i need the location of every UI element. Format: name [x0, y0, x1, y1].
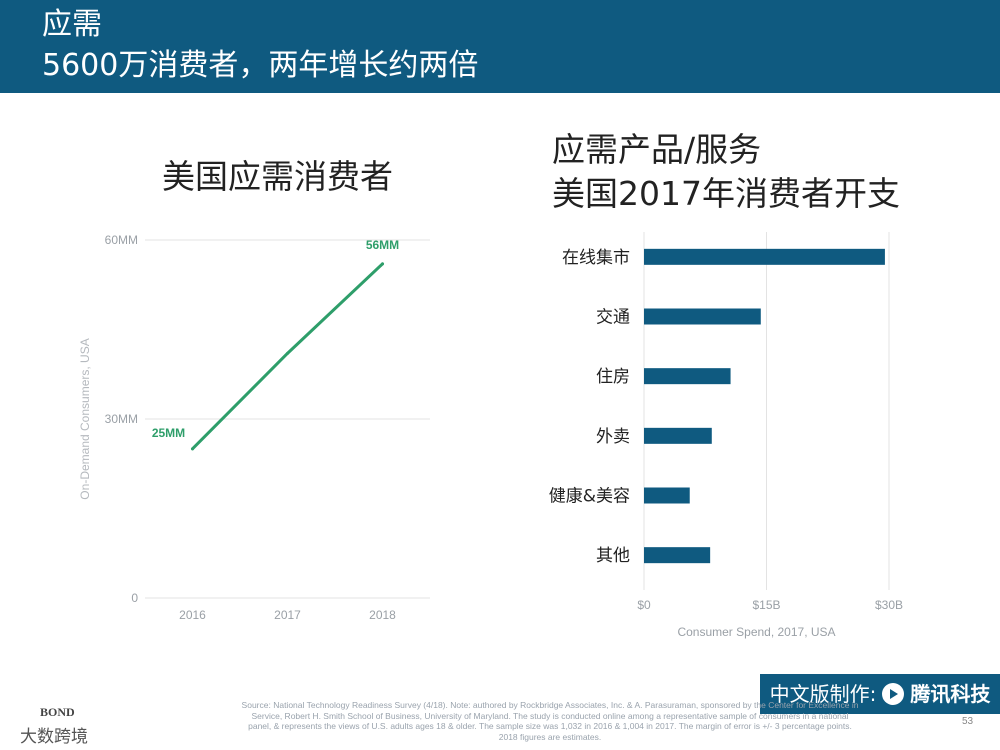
- bar: [644, 427, 712, 444]
- right-chart-title-line1: 应需产品/服务: [552, 130, 762, 169]
- credit-bar: 中文版制作: 腾讯科技: [760, 674, 1000, 714]
- bar: [644, 547, 711, 564]
- corner-watermark: 大数跨境: [20, 727, 88, 747]
- right-chart-title-line2: 美国2017年消费者开支: [552, 174, 900, 213]
- line-point: [286, 351, 289, 355]
- bar: [644, 308, 761, 325]
- bar: [644, 487, 690, 504]
- bar: [644, 248, 885, 265]
- credit-label: 中文版制作:: [769, 682, 877, 706]
- bar-category-label: 住房: [596, 367, 630, 387]
- bar-xtick-label: $30B: [875, 598, 903, 612]
- bar-category-label: 健康&美容: [549, 487, 630, 507]
- line-ylabel: On-Demand Consumers, USA: [78, 338, 92, 499]
- bar-category-label: 交通: [596, 308, 630, 328]
- page-subtitle: 5600万消费者，两年增长约两倍: [42, 48, 479, 83]
- left-chart-title: 美国应需消费者: [162, 157, 393, 196]
- bar-xtick-label: $15B: [752, 598, 780, 612]
- credit-brand: 腾讯科技: [910, 682, 991, 706]
- bar-xtick-label: $0: [637, 598, 651, 612]
- bar-category-label: 在线集市: [562, 248, 630, 268]
- tencent-logo-icon: [882, 683, 905, 705]
- page-number: 53: [962, 716, 974, 727]
- bar-category-label: 外卖: [596, 427, 630, 447]
- line-data-label: 56MM: [366, 238, 399, 252]
- header-band: 应需 5600万消费者，两年增长约两倍: [0, 0, 1000, 93]
- bond-logo: BOND: [40, 705, 75, 719]
- bar-xlabel: Consumer Spend, 2017, USA: [677, 625, 835, 639]
- page-title: 应需: [42, 7, 102, 42]
- line-ytick-label: 0: [131, 591, 138, 605]
- bar-category-label: 其他: [596, 546, 630, 566]
- bar: [644, 368, 731, 385]
- line-xtick-label: 2016: [179, 608, 206, 622]
- line-point: [381, 262, 384, 266]
- line-xtick-label: 2017: [274, 608, 301, 622]
- source-note: Source: National Technology Readiness Su…: [241, 700, 859, 742]
- line-xtick-label: 2018: [369, 608, 396, 622]
- line-data-label: 25MM: [152, 426, 185, 440]
- right-chart-title: 应需产品/服务 美国2017年消费者开支: [552, 128, 900, 216]
- line-ytick-label: 30MM: [105, 412, 138, 426]
- line-point: [191, 447, 194, 451]
- line-ytick-label: 60MM: [105, 233, 138, 247]
